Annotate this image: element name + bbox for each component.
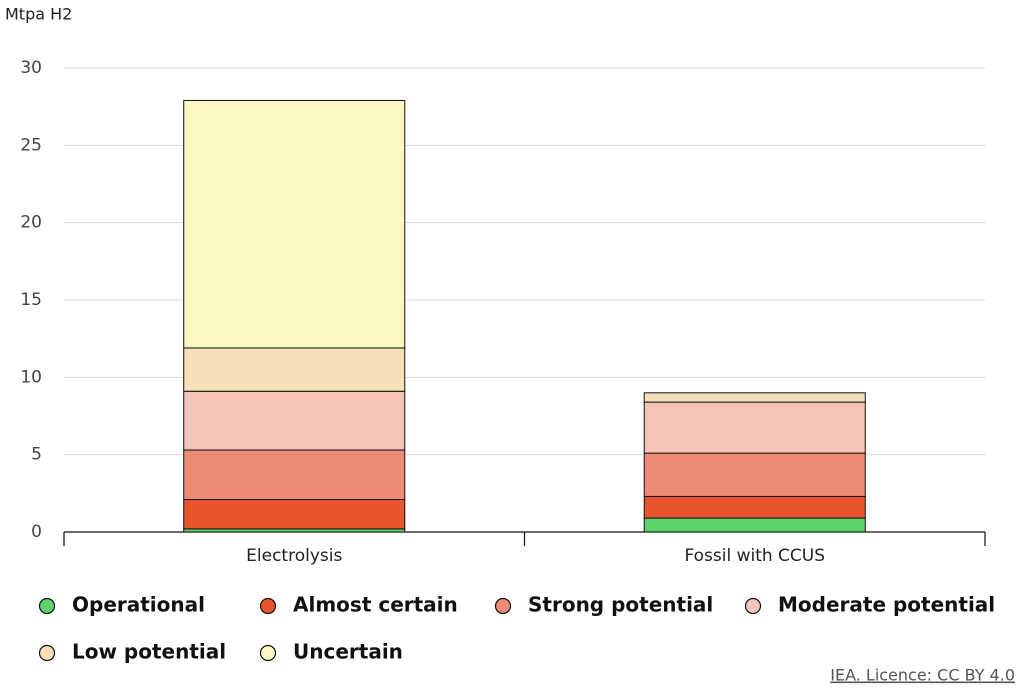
bar-segment [643, 401, 866, 454]
legend-label: Moderate potential [778, 593, 995, 617]
y-tick-label: 20 [20, 213, 42, 233]
legend-label: Operational [72, 593, 205, 617]
bar-segment [643, 517, 866, 533]
y-tick-label: 10 [20, 367, 42, 387]
y-tick-label: 5 [31, 445, 42, 465]
legend-label: Almost certain [293, 593, 458, 617]
x-tick-label: Fossil with CCUS [684, 546, 825, 566]
legend-marker [259, 597, 277, 615]
legend-marker [259, 644, 277, 662]
bar-segment [643, 495, 866, 519]
source[interactable]: IEA. Licence: CC BY 4.0 [830, 666, 1015, 685]
bar-segment [183, 390, 406, 451]
bar-segment [183, 99, 406, 349]
legend-marker [38, 597, 56, 615]
legend-label: Strong potential [528, 593, 713, 617]
y-tick-label: 25 [20, 135, 42, 155]
legend-marker [494, 597, 512, 615]
legend-label: Uncertain [293, 640, 403, 664]
y-tick-label: 30 [20, 58, 42, 78]
legend-label: Low potential [72, 640, 226, 664]
x-tick-label: Electrolysis [246, 546, 342, 566]
bar-segment [643, 452, 866, 497]
bar-segment [183, 347, 406, 392]
bar-segment [183, 449, 406, 501]
y-axis-label: Mtpa H2 [5, 5, 72, 24]
bar-segment [183, 499, 406, 530]
y-tick-label: 0 [31, 522, 42, 542]
bar-segment [643, 392, 866, 403]
legend-marker [744, 597, 762, 615]
y-tick-label: 15 [20, 290, 42, 310]
legend-marker [38, 644, 56, 662]
